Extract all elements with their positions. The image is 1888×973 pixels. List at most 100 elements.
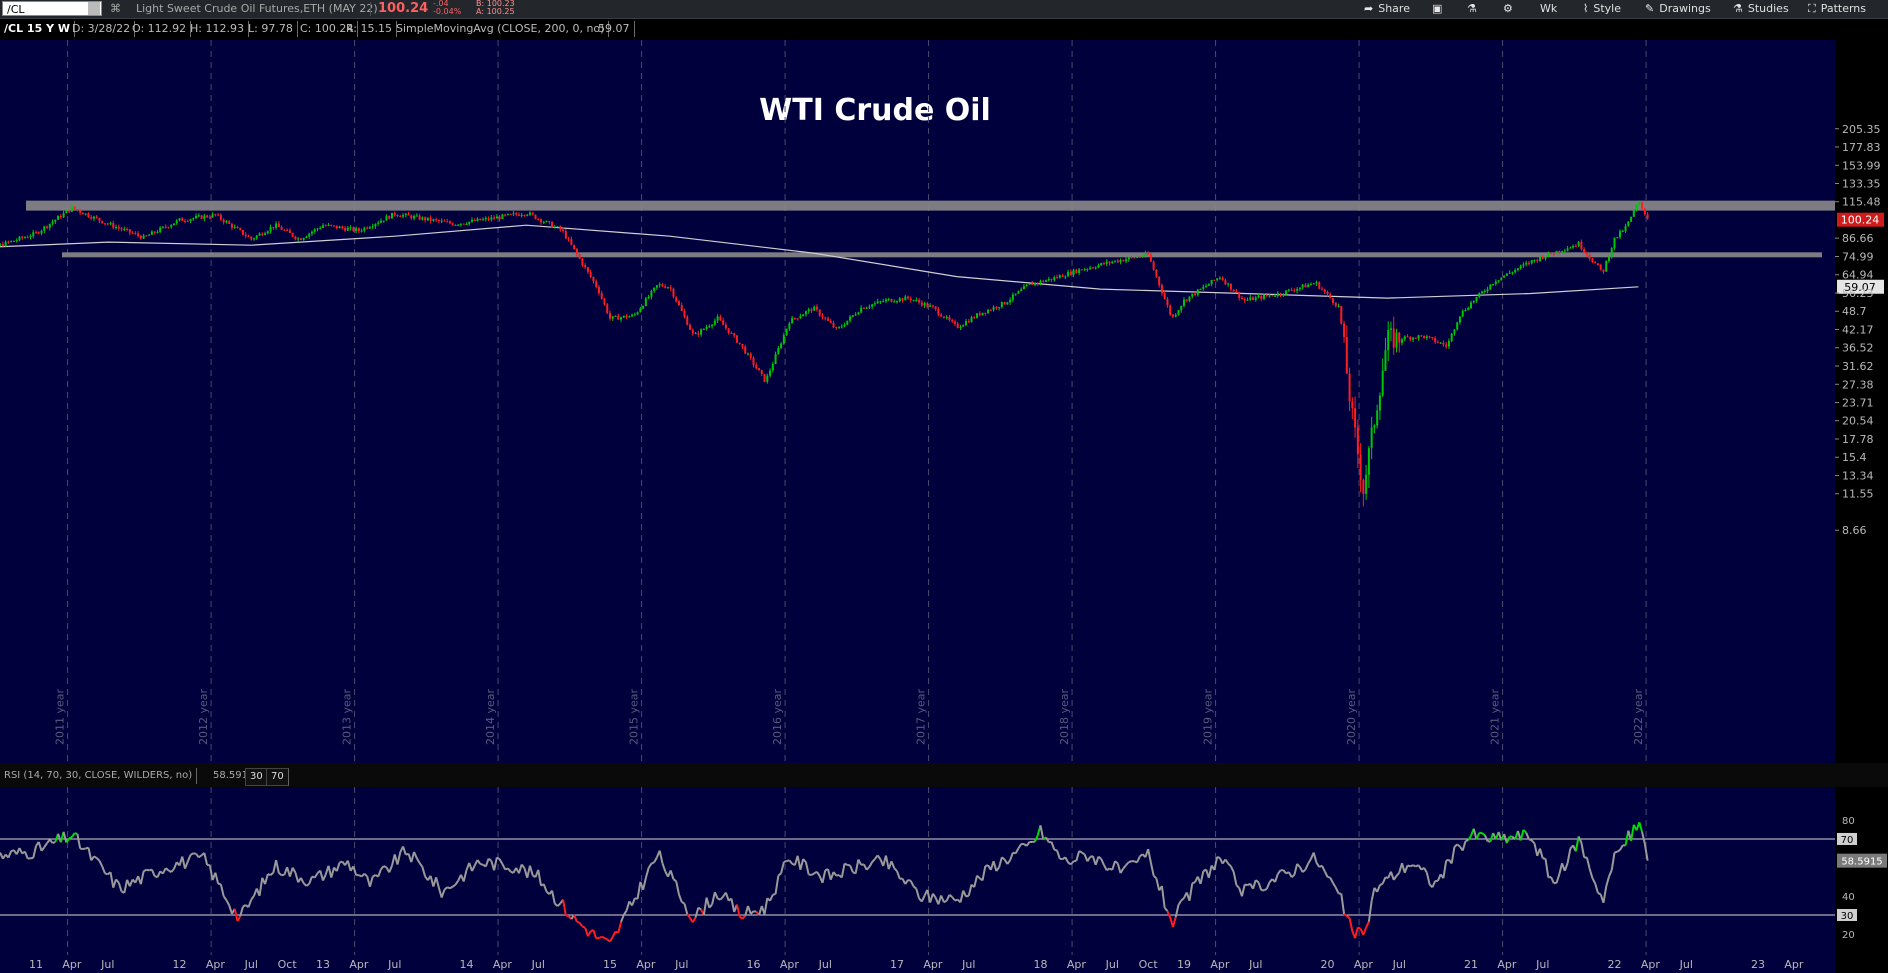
rsi-segment (948, 894, 953, 898)
link-icon[interactable]: ⌘ (110, 2, 121, 15)
time-axis-label: 19 (1177, 958, 1191, 971)
net-change: -.04 -0.04% (433, 0, 461, 18)
year-label: 2014 year (484, 688, 497, 745)
symbol-input[interactable]: /CL (2, 1, 102, 16)
aggregation-button[interactable]: Wk (1540, 2, 1558, 15)
rsi-segment (1403, 865, 1409, 874)
rsi-segment (1354, 927, 1359, 939)
rsi-segment (774, 875, 780, 895)
rsi-segment (1257, 881, 1263, 891)
flask-button[interactable]: ⚗ (1467, 0, 1482, 18)
rsi-segment (267, 873, 271, 877)
rsi-segment (940, 895, 945, 903)
candle-body (73, 206, 76, 210)
candle-body (589, 271, 592, 278)
candle-body (1563, 250, 1566, 252)
candle-body (1522, 264, 1525, 266)
candle-body (208, 217, 211, 219)
candle-body (1000, 302, 1003, 308)
candle-body (206, 215, 209, 218)
rsi-segment (636, 881, 642, 900)
candle-body (1061, 275, 1064, 278)
candle-body (1072, 269, 1075, 275)
price-tick-label: 36.52 (1842, 342, 1874, 355)
candle-body (418, 215, 421, 220)
candle-body (945, 316, 948, 318)
drawings-button[interactable]: ✎ Drawings (1645, 0, 1711, 18)
candle-body (1329, 294, 1332, 299)
rsi-segment (1075, 850, 1081, 862)
rsi-segment (1450, 846, 1456, 864)
candle-body (1058, 275, 1061, 278)
share-button[interactable]: ➦ Share (1364, 0, 1410, 18)
study-label[interactable]: SimpleMovingAvg (CLOSE, 200, 0, no) (392, 21, 610, 37)
studies-button[interactable]: ⚗ Studies (1733, 0, 1789, 18)
candle-body (791, 317, 794, 324)
rsi-segment (358, 874, 363, 878)
rsi-label[interactable]: RSI (14, 70, 30, CLOSE, WILDERS, no) (0, 768, 198, 784)
rsi-segment (884, 855, 890, 870)
rsi-segment (965, 894, 970, 898)
candle-body (115, 227, 118, 229)
rsi-segment (943, 899, 948, 904)
rsi-segment (576, 920, 581, 924)
rsi-segment (578, 922, 584, 928)
rsi-segment (954, 898, 959, 902)
candle-body (305, 236, 308, 239)
rsi-segment (1574, 836, 1580, 852)
candle-body (1114, 260, 1117, 262)
candle-body (942, 316, 945, 318)
time-axis-label: 14 (460, 958, 474, 971)
rsi-segment (598, 935, 603, 939)
rsi-segment (1312, 852, 1318, 863)
rsi-segment (1070, 860, 1075, 866)
candle-body (1064, 276, 1067, 278)
rsi-segment (1472, 828, 1478, 840)
rsi-segment (90, 855, 95, 861)
candle-body (876, 301, 879, 304)
candle-body (15, 240, 18, 242)
rsi-segment (76, 833, 82, 849)
settings-button[interactable]: ⚙ (1503, 0, 1518, 18)
candle-body (1494, 281, 1497, 284)
rsi-segment (1293, 863, 1299, 876)
rsi-segment (810, 872, 815, 876)
rsi-segment (1025, 841, 1031, 847)
patterns-button[interactable]: ⛶ Patterns (1808, 0, 1866, 18)
candle-body (1326, 291, 1329, 295)
candle-body (909, 298, 912, 301)
time-axis-label: Apr (1784, 958, 1804, 971)
rsi-segment (278, 872, 283, 876)
candle-body (1177, 310, 1180, 315)
time-axis-label: 15 (603, 958, 617, 971)
candle-body (551, 222, 554, 228)
candle-body (1561, 251, 1564, 253)
candle-body (896, 301, 898, 303)
rsi-segment (1395, 872, 1401, 877)
rsi-segment (139, 871, 145, 885)
candle-body (959, 326, 962, 328)
candle-body (37, 232, 40, 234)
rsi-segment (225, 899, 231, 906)
style-button[interactable]: ⌇ Style (1583, 0, 1621, 18)
candle-body (611, 316, 614, 319)
resistance-band-upper[interactable] (26, 200, 1835, 211)
candle-body (79, 210, 82, 213)
rsi-segment (1346, 915, 1351, 919)
candle-body (4, 241, 7, 247)
time-axis-label: Apr (1497, 958, 1517, 971)
rsi-segment (1285, 871, 1290, 875)
candle-body (1022, 286, 1025, 290)
screenshot-button[interactable]: ▣ (1432, 0, 1447, 18)
candle-body (137, 233, 140, 236)
candle-body (1343, 323, 1346, 338)
rsi-segment (1128, 860, 1132, 864)
rsi-segment (501, 863, 507, 870)
rsi-segment (651, 861, 655, 865)
symbol-dropdown-button[interactable] (88, 2, 100, 15)
resistance-band-lower[interactable] (62, 252, 1822, 258)
candle-body (1497, 280, 1500, 282)
rsi-segment (1332, 882, 1337, 889)
candle-body (407, 213, 410, 216)
